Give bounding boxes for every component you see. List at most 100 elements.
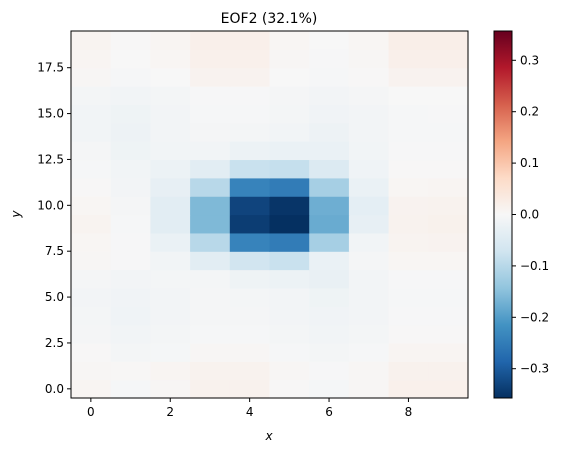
heatmap-cell <box>269 324 310 344</box>
heatmap-cell <box>348 251 390 271</box>
heatmap-cell <box>428 104 469 124</box>
colorbar-tick-label: −0.1 <box>520 259 549 273</box>
y-tick-label: 15.0 <box>37 107 64 121</box>
heatmap-cell <box>110 31 151 50</box>
heatmap-cell <box>150 67 191 87</box>
heatmap-cell <box>71 196 112 216</box>
heatmap-cell <box>229 177 271 197</box>
heatmap-cell <box>428 31 469 50</box>
heatmap-cell <box>190 31 231 50</box>
heatmap-cell <box>229 324 271 344</box>
heatmap-cell <box>150 31 191 50</box>
y-axis: 0.0 2.5 5.0 7.5 10.0 12.5 15.0 17.5 <box>37 61 71 396</box>
heatmap-cell <box>388 31 429 50</box>
heatmap-cell <box>269 306 310 326</box>
heatmap-cell <box>229 31 271 50</box>
heatmap-cell <box>190 342 231 362</box>
plot-frame <box>70 30 469 399</box>
heatmap-cell <box>388 177 429 197</box>
heatmap-cell <box>190 177 231 197</box>
heatmap-cell <box>309 232 350 252</box>
y-tick-label: 5.0 <box>45 290 64 304</box>
heatmap-cell <box>309 379 350 399</box>
heatmap-cell <box>309 141 350 161</box>
x-axis-label: x <box>264 429 273 443</box>
heatmap-cell <box>309 177 350 197</box>
heatmap-cell <box>309 31 350 50</box>
heatmap-cell <box>150 159 191 179</box>
x-axis: 0 2 4 6 8 <box>87 398 412 419</box>
heatmap-cell <box>229 361 271 381</box>
heatmap-cell <box>110 177 151 197</box>
heatmap-cell <box>71 232 112 252</box>
y-tick-label: 7.5 <box>45 244 64 258</box>
colorbar-tick-label: 0.2 <box>520 105 539 119</box>
heatmap-cell <box>269 86 310 105</box>
heatmap-cell <box>190 214 231 234</box>
heatmap-cell <box>71 269 112 289</box>
heatmap-cell <box>428 269 469 289</box>
heatmap-cell <box>190 232 231 252</box>
heatmap-cell <box>428 122 469 142</box>
colorbar <box>493 30 513 399</box>
heatmap-cell <box>110 251 151 271</box>
heatmap-cell <box>348 269 390 289</box>
heatmap-cell <box>229 306 271 326</box>
heatmap-cell <box>229 67 271 87</box>
heatmap-cell <box>269 31 310 50</box>
heatmap-cell <box>71 379 112 399</box>
heatmap-cell <box>110 324 151 344</box>
heatmap-cell <box>269 141 310 161</box>
heatmap-cell <box>309 361 350 381</box>
heatmap-cell <box>309 104 350 124</box>
heatmap-cell <box>190 122 231 142</box>
heatmap-cell <box>110 122 151 142</box>
heatmap-cell <box>309 122 350 142</box>
heatmap-cell <box>309 196 350 216</box>
heatmap-cell <box>190 269 231 289</box>
colorbar-tick-label: −0.2 <box>520 310 549 324</box>
heatmap-cell <box>229 49 271 69</box>
heatmap-cell <box>428 141 469 161</box>
x-tick-label: 2 <box>166 405 174 419</box>
heatmap-cell <box>190 287 231 307</box>
heatmap-cell <box>388 196 429 216</box>
heatmap-cell <box>428 379 469 399</box>
heatmap-cell <box>388 306 429 326</box>
heatmap-cell <box>229 122 271 142</box>
heatmap-cell <box>71 49 112 69</box>
heatmap-cell <box>348 287 390 307</box>
heatmap-cell <box>269 67 310 87</box>
heatmap-cell <box>110 49 151 69</box>
heatmap-cell <box>150 196 191 216</box>
y-tick-label: 0.0 <box>45 382 64 396</box>
heatmap-cell <box>309 159 350 179</box>
heatmap-cell <box>150 342 191 362</box>
heatmap-cell <box>110 67 151 87</box>
heatmap-cell <box>428 361 469 381</box>
heatmap-cell <box>428 86 469 105</box>
heatmap-cell <box>309 342 350 362</box>
heatmap-cell <box>229 214 271 234</box>
heatmap-cell <box>388 324 429 344</box>
heatmap-cell <box>71 324 112 344</box>
heatmap-cell <box>190 67 231 87</box>
heatmap-cell <box>190 49 231 69</box>
heatmap-cell <box>428 287 469 307</box>
heatmap-cell <box>190 251 231 271</box>
colorbar-tick-label: 0.3 <box>520 53 539 67</box>
heatmap-cell <box>388 67 429 87</box>
heatmap-cell <box>110 86 151 105</box>
y-tick-label: 12.5 <box>37 152 64 166</box>
heatmap-cell <box>150 306 191 326</box>
heatmap-cell <box>229 379 271 399</box>
heatmap-cell <box>348 306 390 326</box>
heatmap-cell <box>388 342 429 362</box>
heatmap-cell <box>269 104 310 124</box>
heatmap-cell <box>71 122 112 142</box>
heatmap-cell <box>71 251 112 271</box>
heatmap-cell <box>309 269 350 289</box>
heatmap-cell <box>388 361 429 381</box>
heatmap-cell <box>428 306 469 326</box>
heatmap-cell <box>71 287 112 307</box>
